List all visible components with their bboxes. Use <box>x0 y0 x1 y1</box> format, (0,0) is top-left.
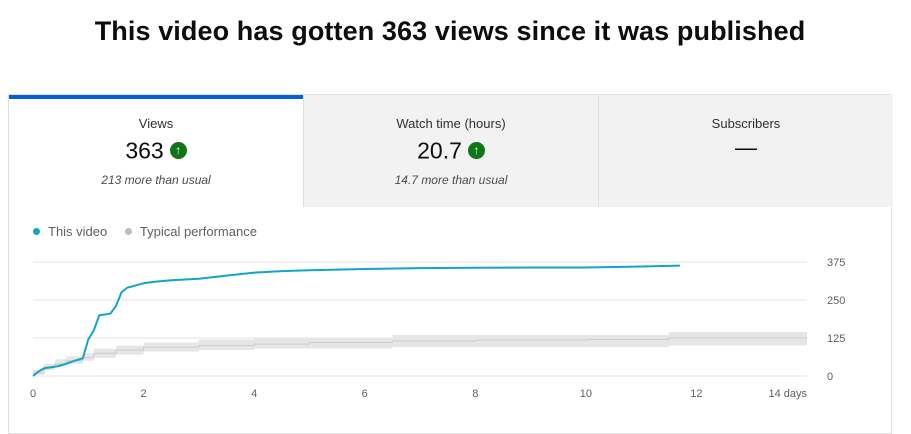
this-video-line <box>32 264 680 377</box>
typical-performance-band <box>33 331 807 375</box>
x-tick-label: 8 <box>472 388 478 400</box>
tab-subscribers[interactable]: Subscribers — <box>598 95 893 207</box>
tab-views-value: 363 <box>125 137 164 164</box>
tab-watch-time[interactable]: Watch time (hours) 20.7 ↑ 14.7 more than … <box>303 95 598 207</box>
legend-item-this-video[interactable]: This video <box>33 224 107 239</box>
x-tick-label: 0 <box>30 388 36 400</box>
x-tick-label: 12 <box>690 388 702 400</box>
metric-tabs: Views 363 ↑ 213 more than usual Watch tim… <box>9 95 893 207</box>
y-tick-label: 0 <box>827 371 833 383</box>
y-tick-label: 375 <box>827 257 845 269</box>
x-tick-label: 14 days <box>768 388 807 400</box>
legend-label-typical: Typical performance <box>139 224 257 239</box>
arrow-up-icon: ↑ <box>169 142 187 160</box>
arrow-up-icon: ↑ <box>467 142 485 160</box>
legend-dot-icon <box>33 228 40 236</box>
views-line-chart: 0 125 250 375 0 2 4 6 8 10 12 14 days <box>30 257 845 400</box>
tab-watch-time-label: Watch time (hours) <box>396 116 506 131</box>
page-headline: This video has gotten 363 views since it… <box>94 16 806 46</box>
x-tick-label: 10 <box>580 388 592 400</box>
analytics-card: Views 363 ↑ 213 more than usual Watch tim… <box>8 94 893 434</box>
tab-watch-time-value-row: 20.7 ↑ <box>304 136 598 164</box>
y-tick-label: 250 <box>827 295 845 307</box>
tab-watch-time-note: 14.7 more than usual <box>394 173 508 187</box>
legend-item-typical[interactable]: Typical performance <box>124 224 257 239</box>
tab-subscribers-label: Subscribers <box>711 116 781 131</box>
x-tick-label: 6 <box>362 388 368 400</box>
tab-watch-time-value: 20.7 <box>417 137 462 164</box>
tab-views[interactable]: Views 363 ↑ 213 more than usual <box>9 95 303 207</box>
legend-label-this-video: This video <box>48 224 108 239</box>
tab-views-value-row: 363 ↑ <box>9 136 303 164</box>
chart-legend: This video Typical performance <box>33 224 271 239</box>
tab-views-note: 213 more than usual <box>101 173 211 187</box>
y-tick-label: 125 <box>827 333 845 345</box>
x-tick-label: 2 <box>141 388 147 400</box>
x-tick-label: 4 <box>251 388 257 400</box>
legend-dot-icon <box>124 228 132 236</box>
tab-subscribers-value: — <box>735 135 757 160</box>
tab-views-label: Views <box>138 116 174 131</box>
